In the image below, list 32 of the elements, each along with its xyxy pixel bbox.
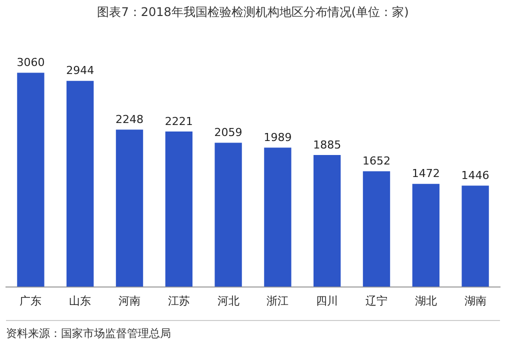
bar: [264, 148, 292, 287]
bar: [362, 171, 390, 287]
data-label: 1472: [412, 167, 440, 180]
x-tick-label: 河北: [217, 294, 240, 308]
data-label: 2221: [164, 114, 193, 128]
bar: [314, 154, 341, 287]
data-label: 2059: [214, 126, 242, 140]
bar: [412, 184, 440, 287]
chart-title: 图表7：2018年我国检验检测机构地区分布情况(单位：家): [96, 4, 410, 21]
data-label: 3060: [16, 56, 45, 70]
bar: [165, 131, 192, 287]
text: 资料来源：国家市场监督管理总局: [6, 326, 171, 341]
data-label: 1989: [264, 131, 292, 144]
x-tick-label: 湖南: [464, 294, 486, 308]
x-tick-label: 广东: [20, 294, 42, 308]
x-tick-label: 浙江: [266, 294, 289, 308]
x-tick-label: 湖北: [414, 294, 437, 308]
data-label: 1446: [461, 169, 490, 182]
data-label: 1885: [313, 138, 342, 152]
data-label: 2248: [116, 112, 144, 126]
x-tick-label: 江苏: [168, 294, 190, 308]
bar: [66, 80, 94, 287]
x-tick-label: 辽宁: [366, 294, 388, 308]
bar: [116, 130, 144, 287]
x-tick-label: 四川: [316, 294, 338, 308]
x-tick-label: 河南: [118, 294, 140, 308]
bar: [214, 142, 242, 287]
bar: [462, 186, 489, 287]
data-label: 1652: [362, 154, 390, 168]
x-tick-label: 山东: [69, 294, 92, 308]
data-label: 2944: [66, 64, 94, 78]
bar: [17, 72, 44, 287]
